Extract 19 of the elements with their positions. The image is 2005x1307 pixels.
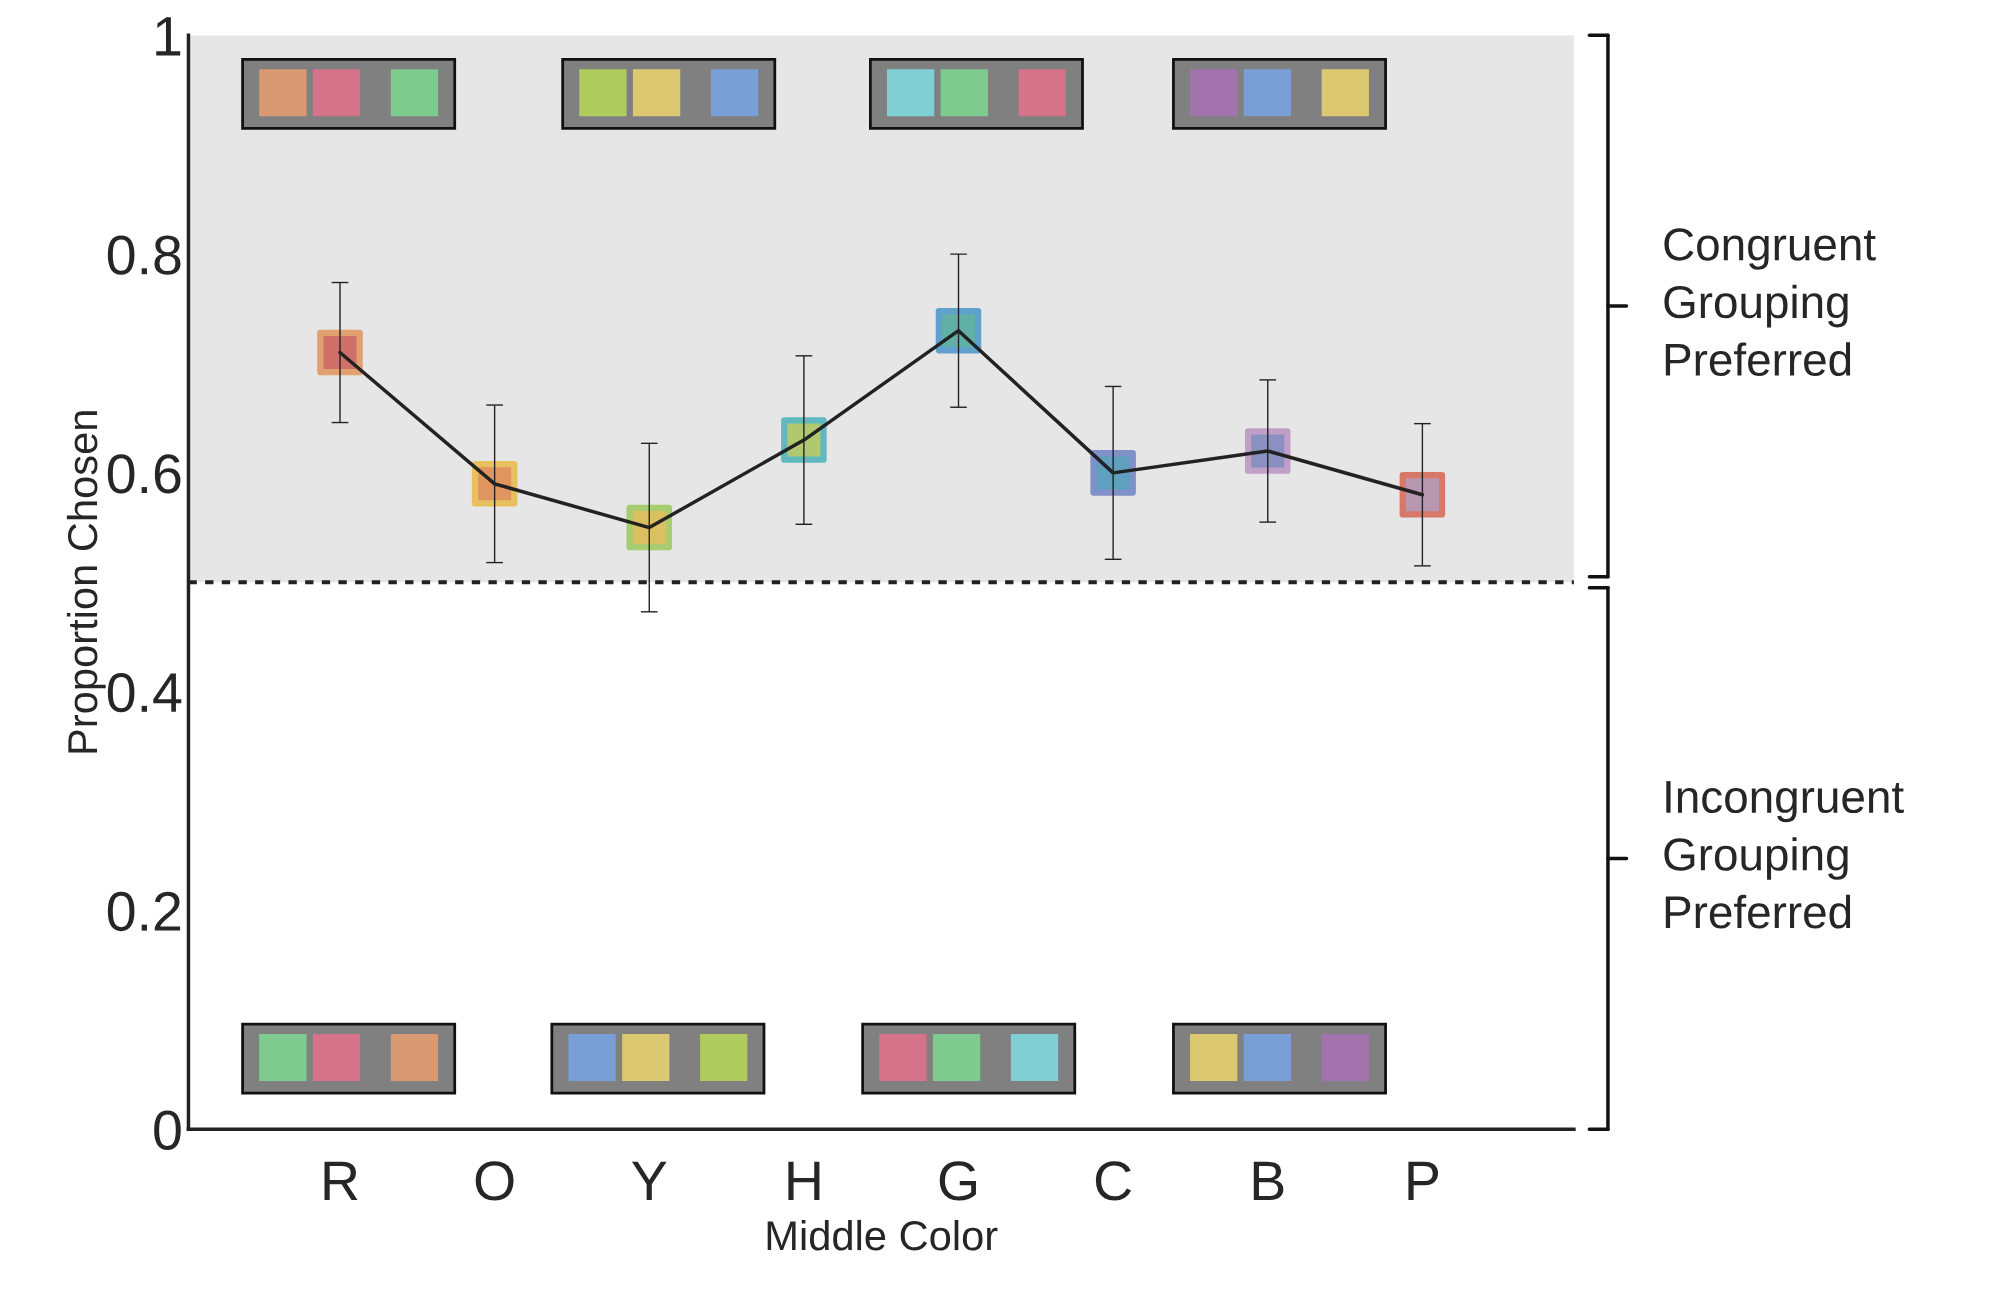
y-axis-title: Proportion Chosen [66,411,106,753]
x-tick-label: H [788,1161,820,1201]
y-tick-label: 0.2 [107,891,181,932]
x-axis-title: Middle Color [767,1219,998,1251]
text: Congruent Grouping Preferred [1664,228,1876,377]
x-tick-label: R [324,1161,358,1201]
y-tick-label: 0 [154,1110,181,1150]
x-tick-label: G [939,1161,976,1201]
y-tick-label: 0.4 [107,673,182,713]
y-tick-label: 1 [156,17,181,56]
x-tick-label: P [1408,1161,1438,1201]
point [1399,471,1446,518]
x-tick-label: Y [631,1161,667,1201]
y-tick-label: 0.8 [107,235,181,275]
x-tick-label: O [475,1161,514,1201]
text: Incongruent Grouping Preferred [1664,781,1904,929]
x-tick-label: C [1095,1161,1132,1201]
y-tick-label: 0.6 [107,454,181,494]
x-tick-label: B [1253,1161,1284,1201]
